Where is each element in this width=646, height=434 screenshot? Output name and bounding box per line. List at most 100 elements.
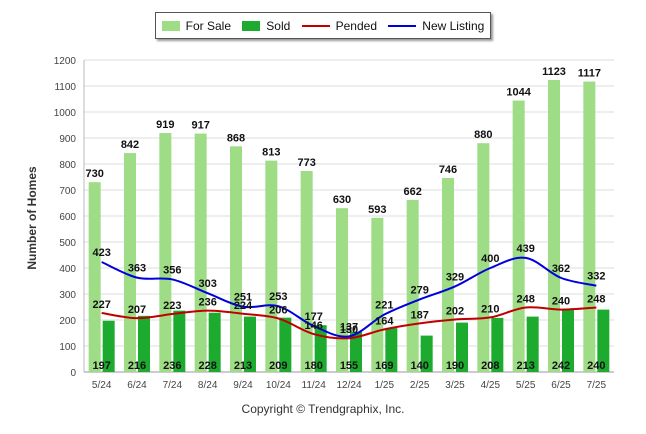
sold-data-label: 140 [410, 360, 428, 372]
sold-data-label: 190 [446, 360, 464, 372]
pended-data-label: 240 [552, 296, 570, 308]
pended-data-label: 130 [340, 324, 358, 336]
bar-sold [173, 310, 186, 372]
copyright-text: Copyright © Trendgraphix, Inc. [241, 402, 405, 416]
for-sale-data-label: 773 [297, 157, 315, 169]
bar-for-sale [583, 81, 596, 372]
pended-data-label: 187 [410, 309, 428, 321]
y-tick-label: 1100 [54, 82, 76, 93]
pended-data-label: 206 [269, 304, 287, 316]
x-tick-label: 5/25 [516, 380, 536, 391]
for-sale-data-label: 813 [262, 147, 280, 159]
bar-sold [102, 320, 115, 372]
new-listing-data-label: 356 [163, 264, 181, 276]
sold-data-label: 208 [481, 360, 499, 372]
bar-for-sale [406, 199, 419, 372]
bar-sold [456, 322, 468, 372]
new-listing-data-label: 439 [516, 243, 534, 255]
for-sale-data-label: 730 [85, 168, 103, 180]
new-listing-swatch [388, 24, 417, 27]
sold-data-label: 236 [163, 360, 181, 372]
pended-data-label: 207 [128, 304, 146, 316]
bar-for-sale [336, 208, 348, 372]
bar-for-sale [88, 182, 101, 372]
y-tick-label: 500 [59, 238, 76, 249]
bar-for-sale [300, 171, 313, 372]
pended-swatch [301, 24, 330, 27]
legend-item-for-sale: For Sale [161, 19, 231, 33]
y-tick-label: 600 [59, 212, 76, 223]
bar-for-sale [548, 80, 560, 373]
x-tick-label: 6/24 [127, 380, 147, 391]
x-tick-label: 3/25 [445, 380, 465, 391]
sold-data-label: 180 [304, 360, 322, 372]
sold-data-label: 155 [340, 360, 358, 372]
for-sale-data-label: 746 [439, 164, 457, 176]
sold-data-label: 228 [198, 360, 216, 372]
bar-sold [244, 316, 256, 372]
new-listing-data-label: 251 [234, 292, 252, 304]
bar-sold [597, 309, 610, 372]
pended-line [101, 306, 597, 340]
for-sale-data-label: 917 [191, 120, 209, 132]
sold-data-label: 242 [552, 360, 570, 372]
y-tick-label: 400 [59, 264, 76, 275]
pended-data-label: 223 [163, 300, 181, 312]
y-axis-label: Number of Homes [25, 166, 39, 270]
bar-sold [279, 317, 292, 372]
x-tick-label: 11/24 [302, 380, 327, 391]
for-sale-data-label: 1123 [542, 66, 566, 78]
pended-data-label: 146 [304, 320, 322, 332]
new-listing-data-label: 329 [446, 271, 464, 283]
sold-data-label: 216 [128, 360, 146, 372]
x-tick-label: 2/25 [410, 380, 430, 391]
bar-for-sale [230, 146, 242, 372]
y-tick-label: 100 [59, 342, 76, 353]
y-tick-label: 0 [70, 368, 76, 379]
y-tick-label: 200 [59, 316, 76, 327]
x-tick-label: 12/24 [336, 380, 361, 391]
bar-sold [385, 328, 398, 372]
sold-data-label: 240 [587, 360, 605, 372]
x-tick-label: 5/24 [92, 380, 112, 391]
bar-sold [562, 309, 574, 372]
x-tick-label: 8/24 [198, 380, 218, 391]
y-tick-label: 300 [59, 290, 76, 301]
x-tick-label: 10/24 [266, 380, 291, 391]
for-sale-swatch [161, 20, 180, 31]
new-listing-data-label: 332 [587, 271, 605, 283]
for-sale-data-label: 593 [368, 204, 386, 216]
bar-for-sale [442, 178, 454, 372]
x-tick-label: 6/25 [551, 380, 571, 391]
new-listing-data-label: 253 [269, 291, 287, 303]
sold-data-label: 197 [92, 360, 110, 372]
new-listing-data-label: 303 [198, 278, 216, 290]
bar-sold [420, 335, 433, 372]
pended-data-label: 236 [198, 297, 216, 309]
new-listing-line [101, 256, 597, 338]
bar-sold [526, 316, 539, 372]
pended-data-label: 248 [587, 294, 605, 306]
for-sale-data-label: 919 [156, 119, 174, 131]
x-tick-label: 7/24 [163, 380, 183, 391]
legend-label-sold: Sold [266, 18, 291, 33]
legend-item-pended: Pended [301, 19, 377, 33]
bar-for-sale [194, 133, 207, 372]
bar-for-sale [477, 143, 490, 372]
for-sale-data-label: 662 [403, 186, 421, 198]
pended-data-label: 224 [234, 300, 253, 312]
sold-data-label: 213 [234, 360, 252, 372]
bar-for-sale [512, 100, 525, 372]
new-listing-data-label: 400 [481, 253, 499, 265]
bar-sold [208, 312, 221, 372]
x-tick-label: 7/25 [587, 380, 607, 391]
pended-data-label: 164 [375, 315, 394, 327]
for-sale-data-label: 842 [121, 139, 139, 151]
x-tick-label: 1/25 [375, 380, 395, 391]
bar-sold [138, 315, 150, 372]
new-listing-data-label: 363 [128, 263, 146, 275]
sold-swatch [242, 20, 261, 31]
for-sale-data-label: 880 [474, 129, 492, 141]
pended-data-label: 227 [92, 299, 110, 311]
